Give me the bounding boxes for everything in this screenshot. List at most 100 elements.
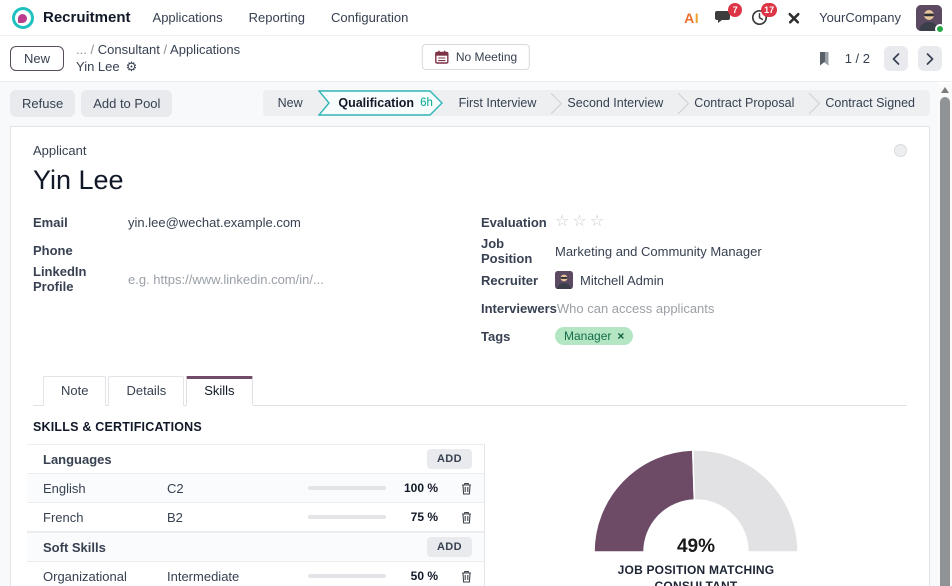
- ai-icon[interactable]: AI: [684, 9, 700, 26]
- section-name: Soft Skills: [43, 539, 106, 555]
- star-icon[interactable]: ☆: [589, 213, 605, 230]
- evaluation-stars[interactable]: ☆ ☆ ☆: [555, 214, 604, 230]
- workspace: Refuse Add to Pool New Qualification 6h …: [0, 82, 938, 586]
- recruiter-value[interactable]: Mitchell Admin: [580, 272, 664, 288]
- user-avatar[interactable]: [916, 4, 945, 34]
- tools-icon[interactable]: [784, 8, 804, 28]
- interviewers-label: Interviewers: [481, 300, 557, 316]
- statusbar: Refuse Add to Pool New Qualification 6h …: [10, 88, 930, 118]
- gauge-svg: [593, 449, 799, 553]
- refuse-button[interactable]: Refuse: [10, 89, 76, 117]
- form-right-column: Evaluation ☆ ☆ ☆ Job Position Marketing …: [481, 208, 907, 350]
- skill-level: C2: [167, 480, 184, 496]
- messages-icon[interactable]: 7: [714, 2, 743, 28]
- phone-input[interactable]: [128, 242, 418, 258]
- job-matching-gauge: 49% JOB POSITION MATCHING CONSULTANT: [485, 448, 907, 586]
- calendar-icon: [435, 50, 449, 64]
- applicant-label: Applicant: [33, 143, 87, 158]
- skill-progress-bar: [308, 515, 386, 519]
- tab-skills[interactable]: Skills: [186, 376, 253, 406]
- trash-icon: [462, 482, 471, 495]
- stage-first-interview[interactable]: First Interview: [458, 96, 537, 110]
- gear-icon[interactable]: ⚙: [125, 58, 138, 74]
- recruitment-app-icon[interactable]: [12, 6, 34, 29]
- vertical-scrollbar[interactable]: [938, 84, 952, 586]
- skill-row-french[interactable]: French B2 75 %: [27, 503, 484, 532]
- job-position-label: Job Position: [481, 236, 533, 266]
- gauge-caption: JOB POSITION MATCHING CONSULTANT: [618, 563, 775, 586]
- new-button[interactable]: New: [10, 46, 65, 71]
- phone-label: Phone: [33, 242, 73, 258]
- form-sheet: Applicant Yin Lee Email Phone LinkedIn P…: [10, 126, 930, 586]
- breadcrumb-separator: /: [163, 42, 168, 58]
- breadcrumb: ... / Consultant / Applications Yin Lee …: [76, 42, 240, 75]
- activities-icon[interactable]: 17: [749, 2, 778, 28]
- job-position-value[interactable]: Marketing and Community Manager: [555, 243, 762, 259]
- delete-skill-button[interactable]: [438, 482, 472, 495]
- menu-configuration[interactable]: Configuration: [331, 10, 409, 25]
- company-switcher[interactable]: YourCompany: [819, 10, 901, 25]
- stage-duration-badge: 6h: [420, 97, 433, 109]
- skill-name: French: [43, 509, 84, 525]
- trash-icon: [462, 511, 471, 524]
- no-meeting-button[interactable]: No Meeting: [421, 44, 531, 70]
- skill-section-soft-skills: Soft Skills ADD: [27, 532, 484, 562]
- add-soft-skill-button[interactable]: ADD: [426, 537, 472, 557]
- pager-next-button[interactable]: [918, 46, 942, 71]
- scrollbar-up-arrow[interactable]: [941, 87, 949, 93]
- avatar-image: [916, 4, 942, 31]
- stage-second-interview[interactable]: Second Interview: [567, 96, 664, 110]
- tag-label: Manager: [564, 329, 612, 343]
- app-icon-dot: [18, 13, 27, 23]
- gauge-value: 49%: [676, 536, 716, 557]
- tag-manager[interactable]: Manager ×: [555, 327, 634, 345]
- stage-contract-proposal[interactable]: Contract Proposal: [694, 96, 795, 110]
- delete-skill-button[interactable]: [438, 570, 472, 583]
- star-icon[interactable]: ☆: [555, 213, 570, 230]
- bookmark-icon[interactable]: [818, 51, 831, 67]
- breadcrumb-ellipsis[interactable]: ...: [76, 42, 87, 58]
- gauge-chart: 49%: [590, 448, 802, 557]
- breadcrumb-consultant[interactable]: Consultant: [97, 42, 160, 58]
- tab-note[interactable]: Note: [43, 376, 107, 406]
- top-navbar: Recruitment Applications Reporting Confi…: [0, 0, 952, 36]
- star-icon[interactable]: ☆: [572, 213, 587, 230]
- trash-icon: [462, 570, 471, 583]
- tab-details[interactable]: Details: [108, 376, 185, 406]
- email-label: Email: [33, 214, 68, 230]
- crossed-tools-icon: [788, 12, 800, 24]
- stage-new[interactable]: New: [277, 96, 303, 110]
- scrollbar-thumb[interactable]: [940, 97, 950, 586]
- skill-row-organizational[interactable]: Organizational Intermediate 50 %: [27, 562, 484, 586]
- add-language-button[interactable]: ADD: [426, 449, 472, 469]
- breadcrumb-separator: /: [90, 42, 95, 58]
- pager-counter: 1 / 2: [844, 51, 870, 66]
- clock-icon: [751, 9, 767, 26]
- linkedin-input[interactable]: [128, 271, 418, 287]
- skill-progress-bar: [308, 574, 386, 578]
- tag-remove-icon[interactable]: ×: [617, 329, 625, 343]
- systray: AI 7 17 YourCompany: [684, 2, 945, 34]
- kanban-state-indicator[interactable]: [894, 144, 907, 157]
- app-name[interactable]: Recruitment: [43, 9, 131, 26]
- email-input[interactable]: [128, 214, 418, 230]
- add-to-pool-button[interactable]: Add to Pool: [81, 89, 173, 117]
- recruiter-avatar: [555, 271, 573, 289]
- menu-applications[interactable]: Applications: [152, 10, 223, 25]
- stage-bar: New Qualification 6h First Interview Sec…: [262, 90, 930, 116]
- skill-row-english[interactable]: English C2 100 %: [27, 474, 484, 503]
- pager-previous-button[interactable]: [884, 46, 908, 71]
- stage-qualification-active[interactable]: Qualification 6h: [317, 90, 444, 116]
- breadcrumb-applications[interactable]: Applications: [170, 42, 241, 58]
- evaluation-label: Evaluation: [481, 214, 547, 230]
- delete-skill-button[interactable]: [438, 511, 472, 524]
- applicant-name[interactable]: Yin Lee: [33, 165, 124, 195]
- menu-reporting[interactable]: Reporting: [248, 10, 306, 25]
- recruiter-label: Recruiter: [481, 272, 539, 288]
- stage-contract-signed[interactable]: Contract Signed: [825, 96, 915, 110]
- chevron-left-icon: [892, 52, 900, 65]
- tags-label: Tags: [481, 328, 511, 344]
- interviewers-input[interactable]: [556, 300, 847, 316]
- form-fields: Email Phone LinkedIn Profile Evaluation: [33, 208, 907, 350]
- skill-percent: 50 %: [410, 569, 438, 583]
